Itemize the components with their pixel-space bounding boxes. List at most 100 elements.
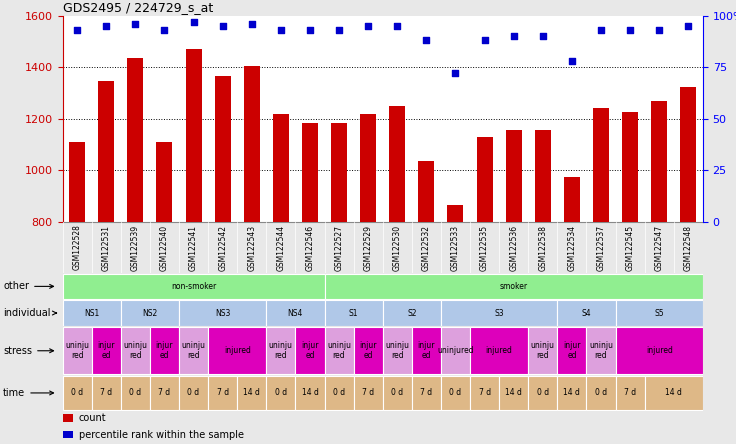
Text: uninju
red: uninju red [531,341,555,361]
Text: uninju
red: uninju red [182,341,205,361]
Point [130,20,141,28]
Text: GSM122529: GSM122529 [364,225,372,270]
Text: injur
ed: injur ed [97,341,115,361]
Text: injur
ed: injur ed [563,341,581,361]
Bar [447,205,464,222]
Bar [208,376,237,410]
Text: 0 d: 0 d [450,388,461,397]
Bar [92,376,121,410]
Bar [63,327,92,374]
Text: injur
ed: injur ed [156,341,173,361]
Text: 7 d: 7 d [216,388,229,397]
Text: GSM122541: GSM122541 [189,225,198,270]
Text: GSM122527: GSM122527 [335,225,344,270]
Text: GSM122542: GSM122542 [218,225,227,270]
Bar [302,123,318,222]
Text: GSM122547: GSM122547 [655,225,664,271]
Point [275,27,287,34]
Point [537,33,548,40]
Text: 7 d: 7 d [362,388,374,397]
Text: 0 d: 0 d [130,388,141,397]
Bar [383,376,412,410]
Bar [273,114,289,222]
Bar [157,142,172,222]
Point [682,22,694,29]
Bar [587,376,615,410]
Text: 0 d: 0 d [392,388,403,397]
Bar [208,327,266,374]
Point [100,22,112,29]
Bar [185,49,202,222]
Point [333,27,345,34]
Text: injur
ed: injur ed [301,341,319,361]
Bar [331,123,347,222]
Bar [325,300,383,326]
Point [624,27,636,34]
Text: GSM122543: GSM122543 [247,225,256,271]
Bar [383,327,412,374]
Bar [63,274,325,299]
Point [595,27,607,34]
Text: 7 d: 7 d [100,388,113,397]
Bar [528,327,557,374]
Text: 0 d: 0 d [333,388,345,397]
Bar [477,137,492,222]
Bar [412,327,441,374]
Bar [615,300,703,326]
Bar [593,108,609,222]
Text: non-smoker: non-smoker [171,282,216,291]
Text: individual: individual [3,308,57,318]
Bar [564,177,580,222]
Text: 0 d: 0 d [71,388,83,397]
Text: GSM122548: GSM122548 [684,225,693,270]
Bar [353,327,383,374]
Text: S4: S4 [581,309,591,317]
Point [654,27,665,34]
Bar [412,376,441,410]
Bar [295,376,325,410]
Bar [587,327,615,374]
Text: NS3: NS3 [215,309,230,317]
Bar [266,300,325,326]
Text: GSM122546: GSM122546 [305,225,314,271]
Bar [389,106,406,222]
Point [158,27,170,34]
Text: other: other [3,281,54,291]
Bar [325,327,353,374]
Bar [615,376,645,410]
Bar [622,112,638,222]
Text: S2: S2 [407,309,417,317]
Text: GSM122538: GSM122538 [538,225,548,270]
Bar [127,58,144,222]
Text: uninju
red: uninju red [269,341,293,361]
Text: uninju
red: uninju red [589,341,613,361]
Text: 7 d: 7 d [420,388,433,397]
Text: GDS2495 / 224729_s_at: GDS2495 / 224729_s_at [63,1,213,14]
Bar [441,376,470,410]
Text: smoker: smoker [500,282,528,291]
Bar [360,114,376,222]
Bar [535,131,551,222]
Bar [215,76,230,222]
Bar [295,327,325,374]
Text: GSM122539: GSM122539 [131,225,140,271]
Text: GSM122532: GSM122532 [422,225,431,270]
Bar [353,376,383,410]
Text: GSM122544: GSM122544 [276,225,286,271]
Bar [121,327,150,374]
Text: 7 d: 7 d [158,388,171,397]
Text: GSM122537: GSM122537 [596,225,606,271]
Text: GSM122531: GSM122531 [102,225,110,270]
Text: injured: injured [486,346,512,355]
Point [450,70,461,77]
Point [71,27,83,34]
Bar [557,327,587,374]
Point [362,22,374,29]
Bar [63,431,73,438]
Bar [92,327,121,374]
Text: percentile rank within the sample: percentile rank within the sample [79,430,244,440]
Bar [121,300,179,326]
Bar [179,300,266,326]
Text: GSM122528: GSM122528 [73,225,82,270]
Bar [266,327,295,374]
